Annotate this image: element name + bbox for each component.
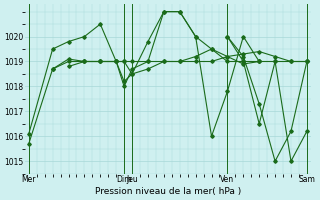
X-axis label: Pression niveau de la mer( hPa ): Pression niveau de la mer( hPa ): [95, 187, 241, 196]
